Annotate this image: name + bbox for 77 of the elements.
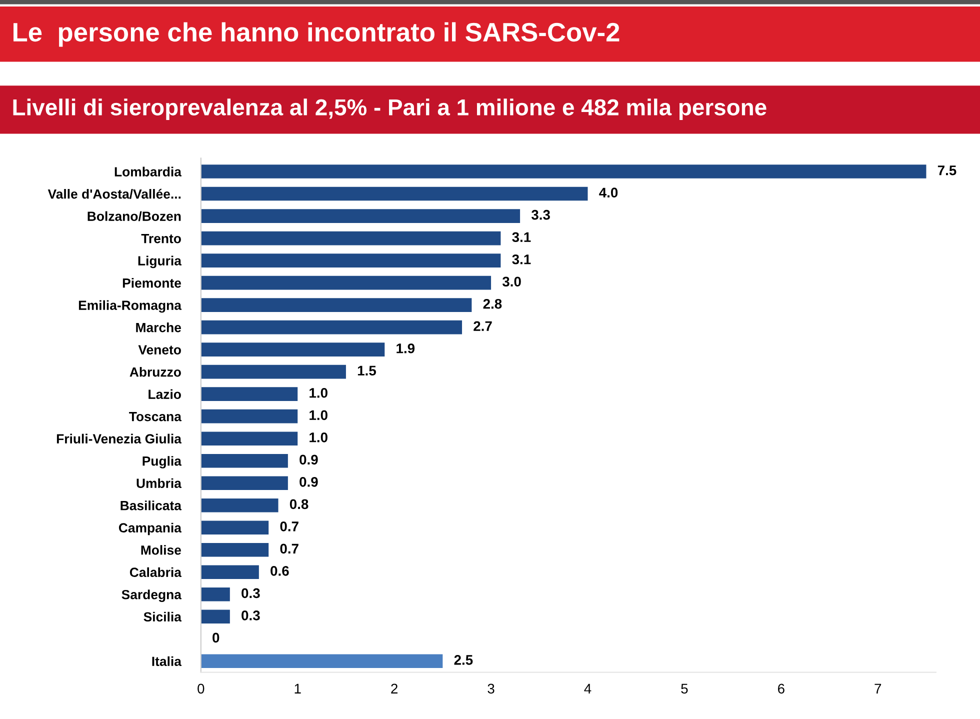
bar <box>200 164 926 178</box>
data-label: 0.9 <box>300 476 318 487</box>
bar <box>200 432 298 446</box>
data-label: 0.7 <box>280 522 298 532</box>
bar <box>200 364 346 379</box>
data-label: 1.0 <box>310 432 328 442</box>
data-label: 0.6 <box>270 566 289 576</box>
data-label: 7.5 <box>938 166 956 176</box>
data-label: 0.9 <box>300 454 318 465</box>
bar <box>200 409 298 424</box>
y-tick-label: Emilia-Romagna <box>78 300 182 313</box>
data-label: 3.0 <box>502 276 521 287</box>
y-tick-label: Trento <box>141 234 181 244</box>
bar <box>200 498 278 512</box>
bar <box>200 231 501 246</box>
data-label: 0 <box>212 632 220 643</box>
bar <box>200 209 520 223</box>
bar <box>200 320 462 334</box>
bar <box>200 454 288 468</box>
y-tick-label: Piemonte <box>122 278 182 288</box>
data-label: 4.0 <box>599 188 618 198</box>
bar <box>200 342 385 356</box>
y-tick-label: Abruzzo <box>130 367 181 377</box>
y-tick-label: Friuli-Venezia Giulia <box>56 434 182 444</box>
y-tick-label: Campania <box>118 522 182 536</box>
x-tick-label: 6 <box>778 684 784 694</box>
bar <box>200 654 443 668</box>
y-tick-label: Umbria <box>136 478 182 488</box>
data-label: 1.0 <box>310 388 328 398</box>
y-tick-label: Calabria <box>130 567 182 578</box>
bar <box>200 298 472 312</box>
y-tick-label: Marche <box>136 322 182 332</box>
chart-subtitle: Livelli di sieroprevalenza al 2,5% - Pari a 1 milione e 482 mila persone <box>13 98 766 120</box>
bar <box>200 186 588 201</box>
bar <box>200 610 230 624</box>
y-tick-label: Bolzano/Bozen <box>88 211 181 222</box>
x-tick-label: 7 <box>874 684 882 694</box>
y-tick-label: Sicilia <box>144 612 182 622</box>
data-label: 0.8 <box>290 499 308 510</box>
x-tick-label: 3 <box>488 684 494 694</box>
bar <box>200 587 230 602</box>
bar <box>200 276 492 290</box>
y-tick-label: Liguria <box>138 256 182 268</box>
y-tick-label: Lazio <box>148 389 181 399</box>
bar <box>200 387 298 401</box>
data-label: 3.1 <box>512 254 531 264</box>
data-label: 0.3 <box>242 588 260 598</box>
data-label: 2.7 <box>474 321 492 331</box>
y-tick-label: Lombardia <box>114 166 182 176</box>
data-label: 2.5 <box>454 655 473 665</box>
x-tick-label: 5 <box>681 684 688 694</box>
y-tick-label: Basilicata <box>120 500 182 510</box>
data-label: 2.8 <box>483 298 502 309</box>
y-tick-label: Valle d'Aosta/Vallée... <box>48 188 181 199</box>
data-label: 1.0 <box>310 410 328 420</box>
y-tick-label: Toscana <box>129 412 182 422</box>
x-tick-label: 2 <box>391 684 398 694</box>
data-label: 0.3 <box>242 610 260 620</box>
x-tick-label: 0 <box>198 684 204 694</box>
data-label: 3.3 <box>531 210 550 220</box>
x-tick-label: 4 <box>584 684 592 694</box>
data-label: 1.9 <box>396 343 415 354</box>
y-tick-label: Molise <box>141 545 182 555</box>
y-tick-label: Puglia <box>142 456 182 468</box>
bar <box>200 565 259 580</box>
bar <box>200 520 269 535</box>
y-tick-label: Italia <box>152 656 182 666</box>
chart-title: Le persone che hanno incontrato il SARS-Cov-2 <box>14 22 620 47</box>
y-tick-label: Veneto <box>138 345 181 354</box>
x-tick-label: 1 <box>294 684 301 694</box>
data-label: 0.7 <box>280 544 298 554</box>
bar <box>200 254 501 268</box>
data-label: 3.1 <box>512 232 531 242</box>
y-tick-label: Sardegna <box>122 590 182 602</box>
data-label: 1.5 <box>358 366 376 376</box>
bar <box>200 542 269 557</box>
bar <box>200 476 288 490</box>
